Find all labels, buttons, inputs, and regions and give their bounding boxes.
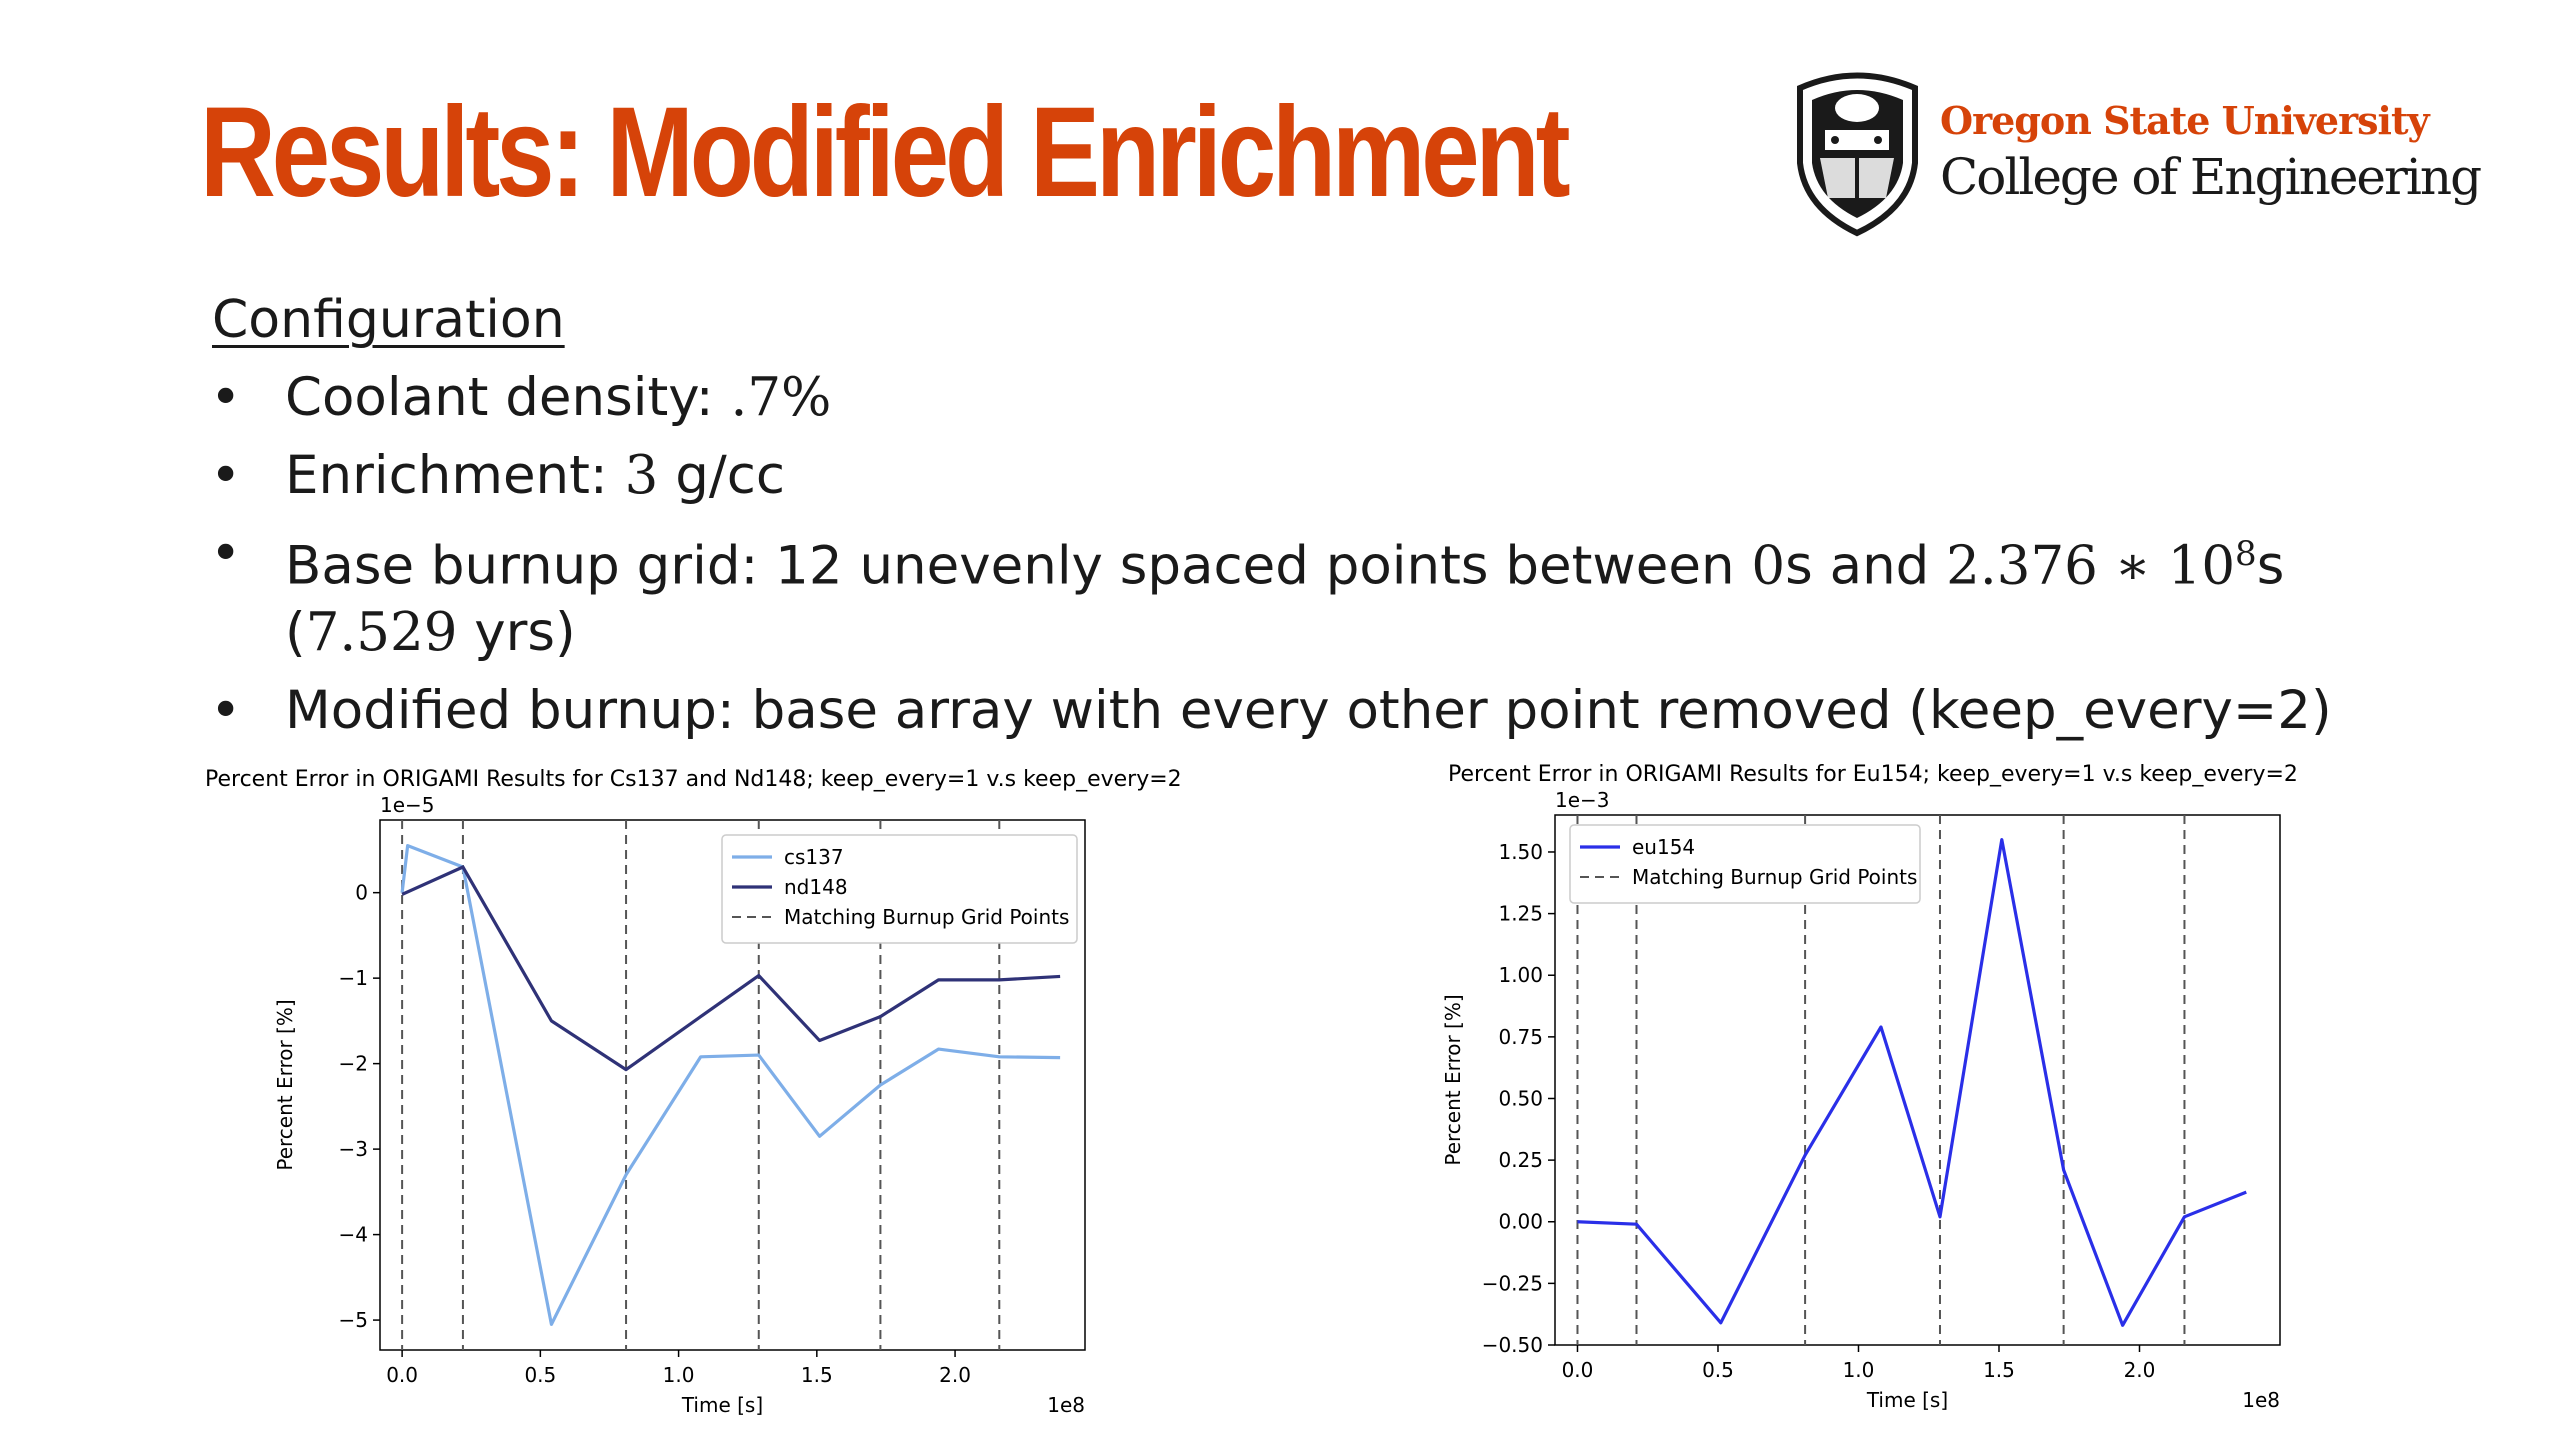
slide-title: Results: Modified Enrichment (200, 81, 1571, 224)
legend-label-grid-lines: Matching Burnup Grid Points (1632, 865, 1917, 889)
configuration-heading: Configuration (212, 290, 565, 350)
series-line-cs137 (400, 844, 1061, 1326)
chart-title: Percent Error in ORIGAMI Results for Eu1… (1448, 762, 2298, 787)
y-tick-label: −5 (339, 1308, 368, 1332)
math-value: 3 (624, 445, 659, 506)
y-tick-label: 0.50 (1498, 1086, 1543, 1110)
bullet-text: yrs) (457, 601, 576, 663)
configuration-list: Coolant density: .7% Enrichment: 3 g/cc … (200, 365, 2500, 756)
chart-eu154: Percent Error in ORIGAMI Results for Eu1… (1441, 762, 2298, 1412)
y-multiplier-label: 1e−3 (1555, 788, 1610, 812)
x-tick-label: 0.0 (386, 1363, 418, 1387)
x-tick-label: 0.5 (1702, 1358, 1734, 1382)
x-multiplier-label: 1e8 (2242, 1388, 2280, 1412)
y-tick-label: −0.25 (1482, 1271, 1543, 1295)
y-tick-label: 0.75 (1498, 1025, 1543, 1049)
x-tick-label: 2.0 (2124, 1358, 2156, 1382)
bullet-text: s (2256, 535, 2285, 597)
legend-box (721, 834, 1078, 944)
legend-box (1569, 824, 1921, 904)
y-tick-label: 0 (355, 881, 368, 905)
bullet-coolant-density: Coolant density: .7% (200, 365, 2500, 431)
y-tick-label: 1.00 (1498, 963, 1543, 987)
bullet-text: Enrichment: (285, 445, 625, 506)
y-tick-label: −0.50 (1482, 1333, 1543, 1357)
x-tick-label: 0.0 (1562, 1358, 1594, 1382)
bullet-text: ( (285, 601, 306, 663)
college-name: College of Engineering (1940, 148, 2482, 206)
osu-seal-icon (1797, 72, 1918, 237)
x-axis-label: Time [s] (681, 1393, 763, 1417)
y-axis-label: Percent Error [%] (1441, 994, 1465, 1165)
x-multiplier-label: 1e8 (1047, 1393, 1085, 1417)
osu-logo: Oregon State University College of Engin… (1790, 68, 2482, 248)
chart-title: Percent Error in ORIGAMI Results for Cs1… (205, 767, 1182, 792)
bullet-text: Modified burnup: base array with every o… (285, 679, 2332, 741)
y-tick-label: 0.00 (1498, 1210, 1543, 1234)
series-line-nd148 (401, 865, 1061, 1072)
y-tick-label: 0.25 (1498, 1148, 1543, 1172)
legend-label-eu154: eu154 (1632, 835, 1695, 859)
x-tick-label: 1.5 (1983, 1358, 2015, 1382)
series-line-eu154 (1577, 838, 2247, 1327)
bullet-text: Coolant density: (285, 367, 731, 428)
bullet-text: s and (1785, 535, 1947, 597)
legend-label-cs137: cs137 (784, 845, 844, 869)
legend-label-grid-lines: Matching Burnup Grid Points (784, 905, 1069, 929)
x-tick-label: 1.0 (1843, 1358, 1875, 1382)
math-value: 2.376 ∗ 10 (1946, 535, 2236, 597)
math-value: 7.529 (305, 601, 458, 663)
legend-label-nd148: nd148 (784, 875, 848, 899)
y-tick-label: −3 (339, 1137, 368, 1161)
unit-text: g/cc (658, 445, 786, 506)
x-tick-label: 1.0 (663, 1363, 695, 1387)
x-tick-label: 2.0 (939, 1363, 971, 1387)
university-name: Oregon State University (1940, 98, 2430, 143)
bullet-enrichment: Enrichment: 3 g/cc (200, 443, 2500, 509)
y-tick-label: 1.50 (1498, 840, 1543, 864)
x-tick-label: 0.5 (524, 1363, 556, 1387)
x-tick-label: 1.5 (801, 1363, 833, 1387)
x-axis-label: Time [s] (1866, 1388, 1948, 1412)
y-axis-label: Percent Error [%] (273, 999, 297, 1170)
math-exponent: 8 (2235, 534, 2257, 574)
y-tick-label: −4 (339, 1223, 368, 1247)
bullet-base-burnup-grid: Base burnup grid: 12 unevenly spaced poi… (200, 521, 2500, 666)
math-value: 0 (1751, 535, 1786, 597)
y-multiplier-label: 1e−5 (380, 793, 435, 817)
y-tick-label: 1.25 (1498, 902, 1543, 926)
y-tick-label: −2 (339, 1052, 368, 1076)
math-value: .7% (730, 367, 832, 428)
chart-cs137-nd148: Percent Error in ORIGAMI Results for Cs1… (205, 767, 1182, 1417)
bullet-modified-burnup: Modified burnup: base array with every o… (200, 678, 2500, 744)
bullet-text: Base burnup grid: 12 unevenly spaced poi… (285, 535, 1752, 597)
y-tick-label: −1 (339, 966, 368, 990)
